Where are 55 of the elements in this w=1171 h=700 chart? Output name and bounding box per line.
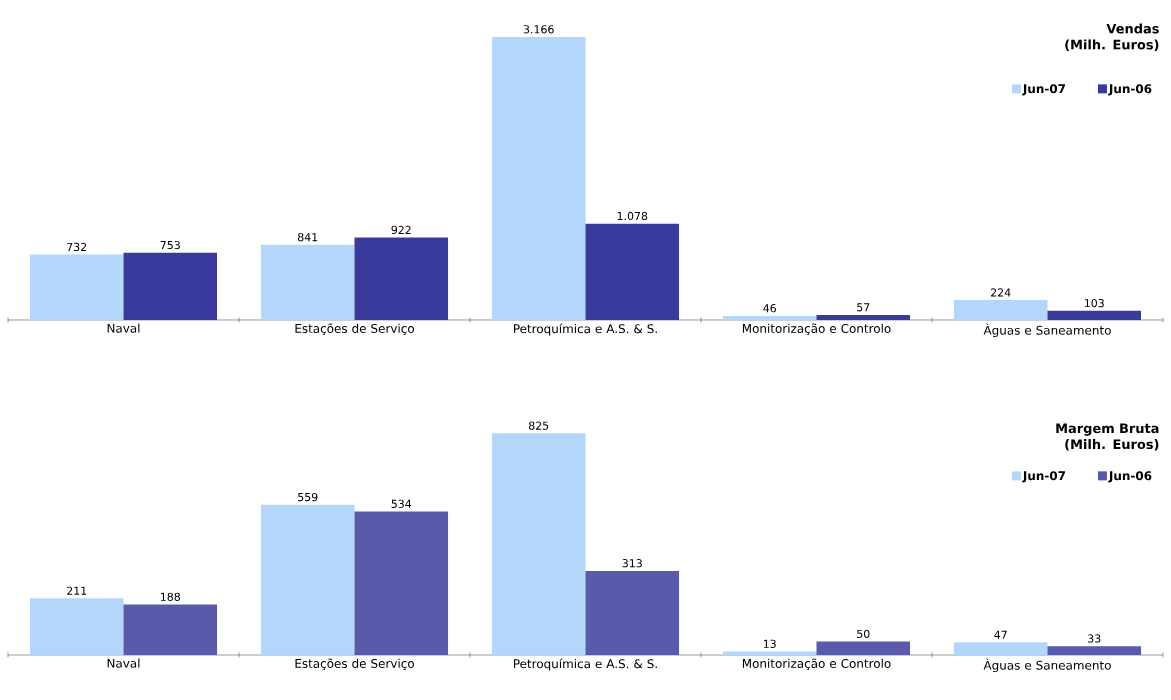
data-label: 825 xyxy=(529,421,549,430)
bar xyxy=(1047,646,1142,655)
data-label: 753 xyxy=(160,240,180,250)
bar xyxy=(491,433,586,655)
bar xyxy=(123,252,218,320)
legend-label: Jun-07 xyxy=(1022,84,1065,96)
data-label: 313 xyxy=(622,559,642,568)
data-label: 732 xyxy=(67,242,87,252)
data-label: 922 xyxy=(391,225,411,235)
data-label: 841 xyxy=(298,233,318,242)
data-label: 3.166 xyxy=(523,25,554,34)
x-tick-label: Àguas e Saneamento xyxy=(983,323,1111,338)
x-tick-label: Àguas e Saneamento xyxy=(983,658,1111,673)
x-tick-label: Petroquímica e A.S. & S. xyxy=(514,323,657,336)
legend-label: Jun-06 xyxy=(1108,471,1152,483)
x-tick-label: Monitorização e Controlo xyxy=(742,323,891,336)
data-label: 534 xyxy=(391,499,412,508)
data-label: 1.078 xyxy=(617,211,648,221)
x-tick-label: Estações de Serviço xyxy=(295,323,414,336)
legend-label: Jun-07 xyxy=(1022,471,1065,483)
bar xyxy=(491,36,586,320)
data-label: 188 xyxy=(161,592,180,601)
bar xyxy=(816,314,911,320)
x-tick-label: Monitorização e Controlo xyxy=(742,658,891,671)
data-label: 211 xyxy=(67,586,87,595)
bar xyxy=(953,299,1048,320)
bar xyxy=(354,237,449,320)
bar xyxy=(354,511,449,655)
bar xyxy=(585,223,680,320)
x-tick-label: Petroquímica e A.S. & S. xyxy=(514,658,657,671)
x-tick-label: Naval xyxy=(107,323,140,333)
data-label: 559 xyxy=(298,492,318,502)
data-label: 13 xyxy=(763,639,776,648)
bar xyxy=(29,598,124,655)
data-label: 33 xyxy=(1088,634,1101,643)
chart-title: Margem Bruta (Milh. Euros) xyxy=(1056,423,1159,451)
bar xyxy=(953,642,1048,655)
bar xyxy=(260,504,355,655)
bar xyxy=(29,254,124,320)
bar xyxy=(585,570,680,655)
bar xyxy=(816,641,911,655)
x-tick-label: Naval xyxy=(107,658,140,668)
bar xyxy=(1047,310,1142,320)
bar xyxy=(722,315,817,320)
bar xyxy=(260,244,355,320)
legend-label: Jun-06 xyxy=(1108,84,1152,96)
data-label: 224 xyxy=(991,288,1011,297)
chart-title: Vendas (Milh. Euros) xyxy=(1065,23,1159,51)
data-label: 47 xyxy=(994,630,1007,639)
data-label: 57 xyxy=(857,303,870,312)
data-label: 46 xyxy=(763,304,776,313)
x-tick-label: Estações de Serviço xyxy=(295,658,414,671)
data-label: 103 xyxy=(1084,298,1104,308)
bar xyxy=(123,604,218,655)
data-label: 50 xyxy=(857,629,870,639)
